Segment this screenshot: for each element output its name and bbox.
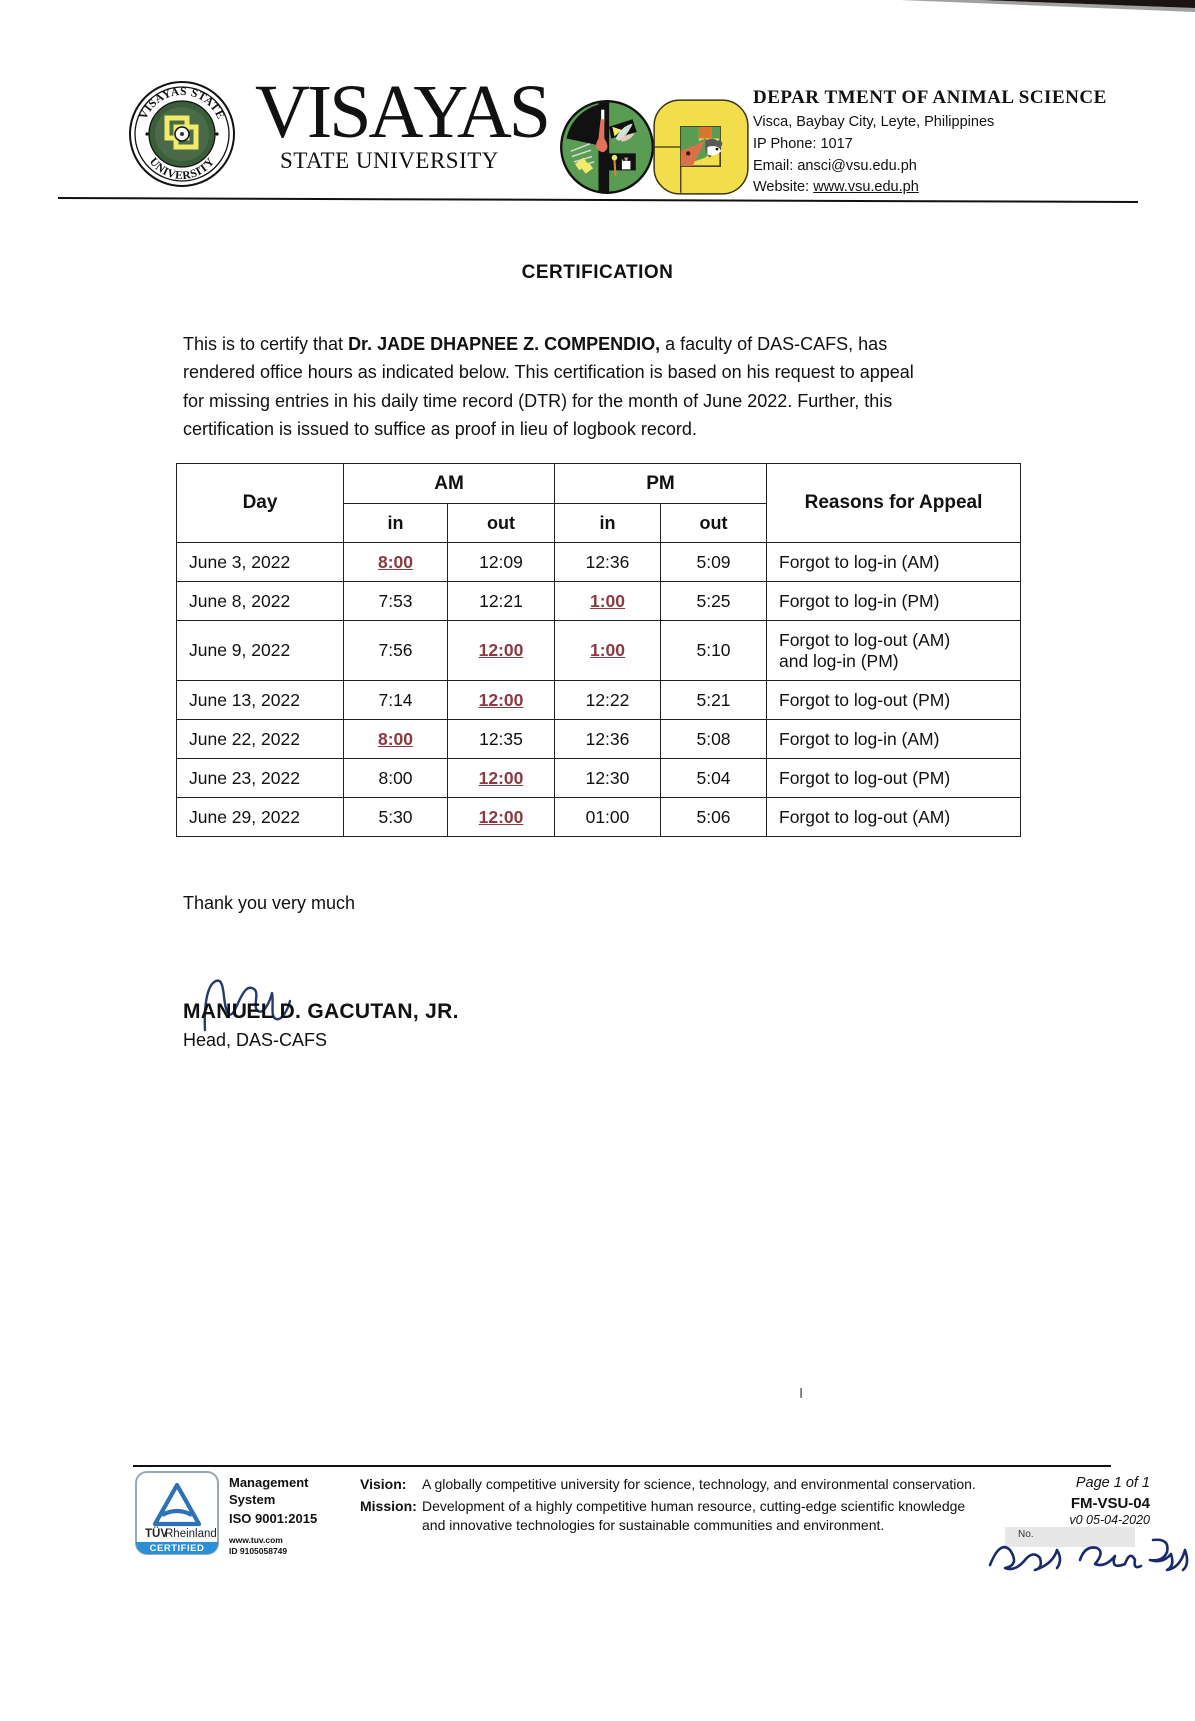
svg-text:Rheinland: Rheinland <box>165 1528 217 1540</box>
svg-text:CERTIFIED: CERTIFIED <box>150 1543 205 1554</box>
